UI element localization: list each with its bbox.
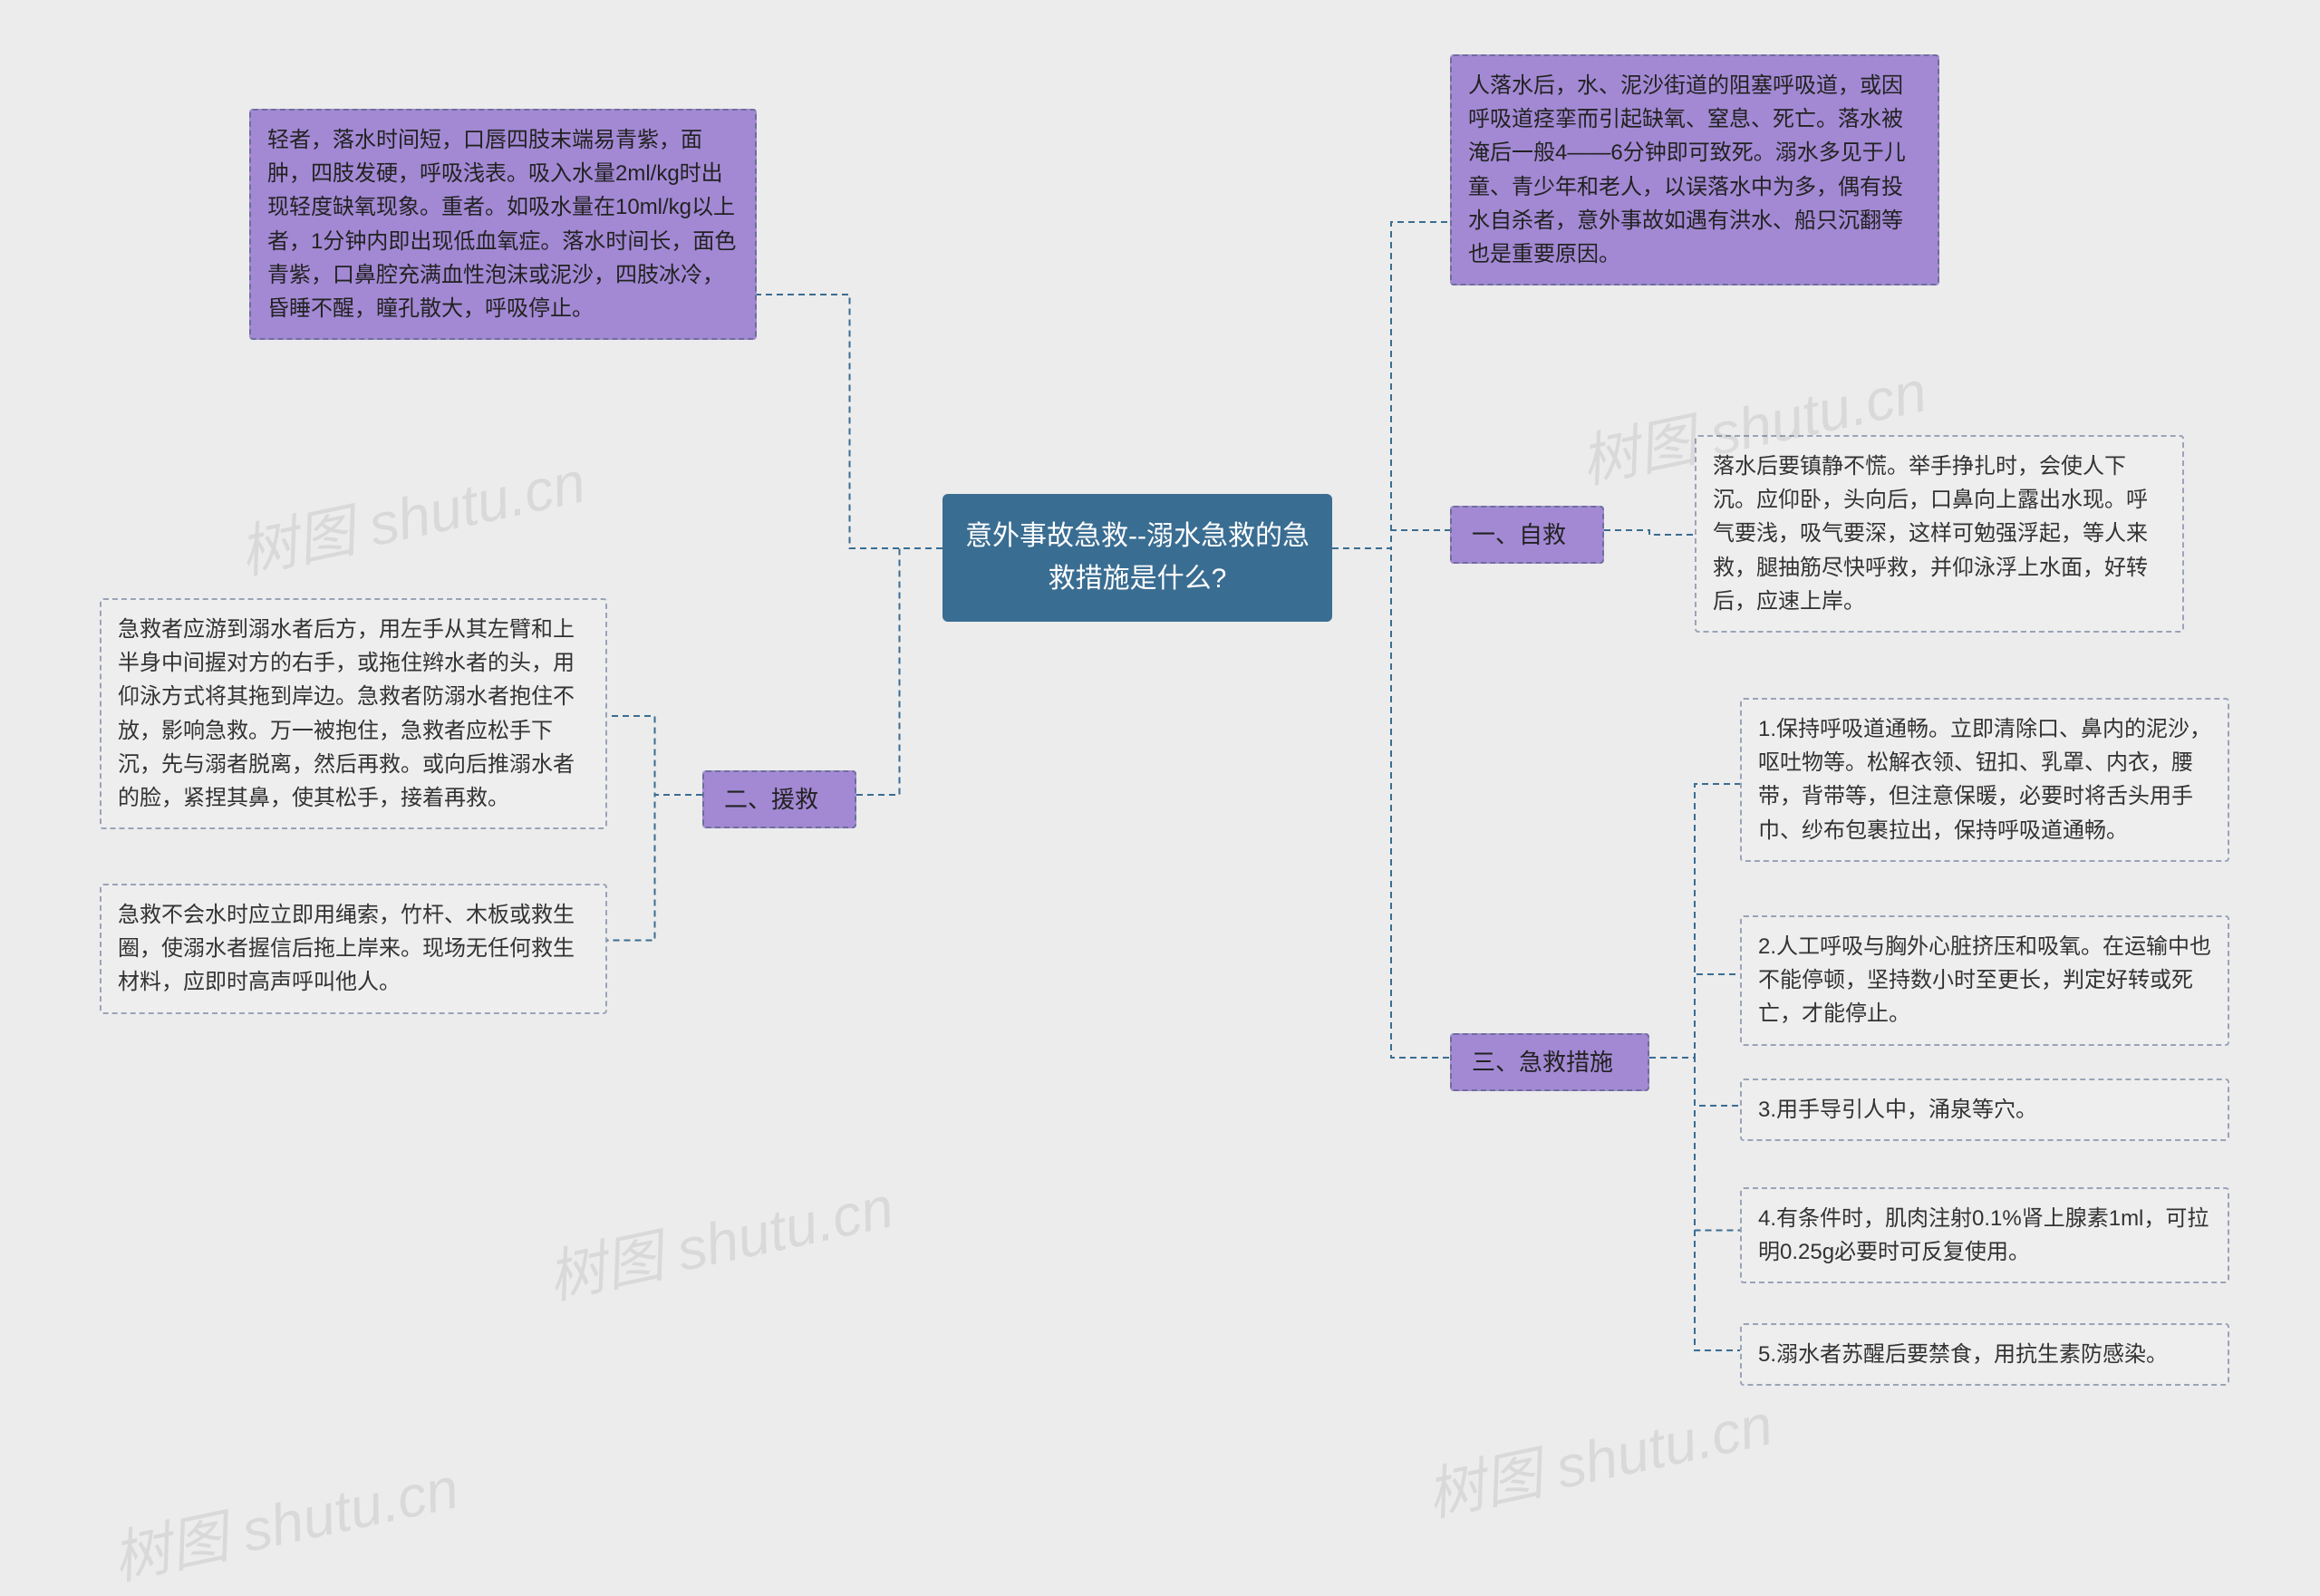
- intro-left-node: 轻者，落水时间短，口唇四肢末端易青紫，面肿，四肢发硬，呼吸浅表。吸入水量2ml/…: [249, 109, 757, 340]
- first-aid-leaf-4: 4.有条件时，肌肉注射0.1%肾上腺素1ml，可拉明0.25g必要时可反复使用。: [1740, 1187, 2229, 1283]
- first-aid-leaf-5: 5.溺水者苏醒后要禁食，用抗生素防感染。: [1740, 1323, 2229, 1386]
- branch-rescue: 二、援救: [702, 770, 856, 828]
- mindmap-canvas: 意外事故急救--溺水急救的急救措施是什么? 人落水后，水、泥沙街道的阻塞呼吸道，…: [0, 0, 2320, 1536]
- self-rescue-leaf: 落水后要镇静不慌。举手挣扎时，会使人下沉。应仰卧，头向后，口鼻向上露出水现。呼气…: [1695, 435, 2184, 633]
- branch-first-aid: 三、急救措施: [1450, 1033, 1649, 1091]
- center-node: 意外事故急救--溺水急救的急救措施是什么?: [942, 494, 1332, 622]
- first-aid-leaf-1: 1.保持呼吸道通畅。立即清除口、鼻内的泥沙，呕吐物等。松解衣领、钮扣、乳罩、内衣…: [1740, 698, 2229, 862]
- intro-right-node: 人落水后，水、泥沙街道的阻塞呼吸道，或因呼吸道痉挛而引起缺氧、窒息、死亡。落水被…: [1450, 54, 1939, 285]
- branch-self-rescue: 一、自救: [1450, 506, 1604, 564]
- rescue-leaf-1: 急救者应游到溺水者后方，用左手从其左臂和上半身中间握对方的右手，或拖住辫水者的头…: [100, 598, 607, 829]
- rescue-leaf-2: 急救不会水时应立即用绳索，竹杆、木板或救生圈，使溺水者握信后拖上岸来。现场无任何…: [100, 884, 607, 1014]
- first-aid-leaf-3: 3.用手导引人中，涌泉等穴。: [1740, 1079, 2229, 1141]
- first-aid-leaf-2: 2.人工呼吸与胸外心脏挤压和吸氧。在运输中也不能停顿，坚持数小时至更长，判定好转…: [1740, 915, 2229, 1046]
